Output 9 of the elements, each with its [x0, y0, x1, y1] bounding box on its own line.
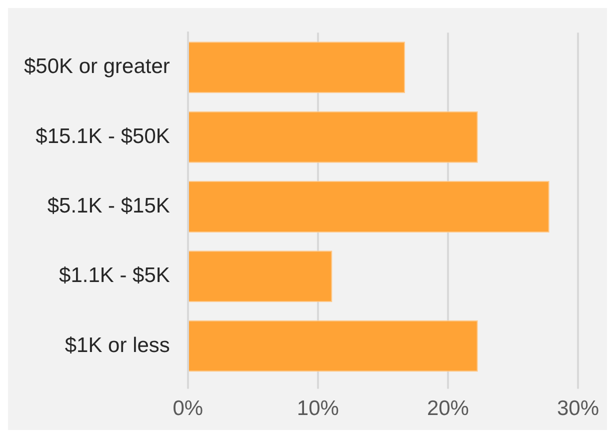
y-tick-label: $50K or greater — [24, 55, 170, 78]
x-tick-label: 0% — [172, 397, 204, 420]
x-tick-label: 30% — [556, 397, 599, 420]
y-tick-label: $1K or less — [64, 334, 170, 357]
x-tick-label: 20% — [426, 397, 469, 420]
y-tick-label: $5.1K - $15K — [47, 194, 170, 218]
y-tick-label: $1.1K - $5K — [59, 264, 170, 288]
x-tick-label: 10% — [296, 397, 339, 420]
y-tick-label: $15.1K - $50K — [36, 124, 170, 148]
